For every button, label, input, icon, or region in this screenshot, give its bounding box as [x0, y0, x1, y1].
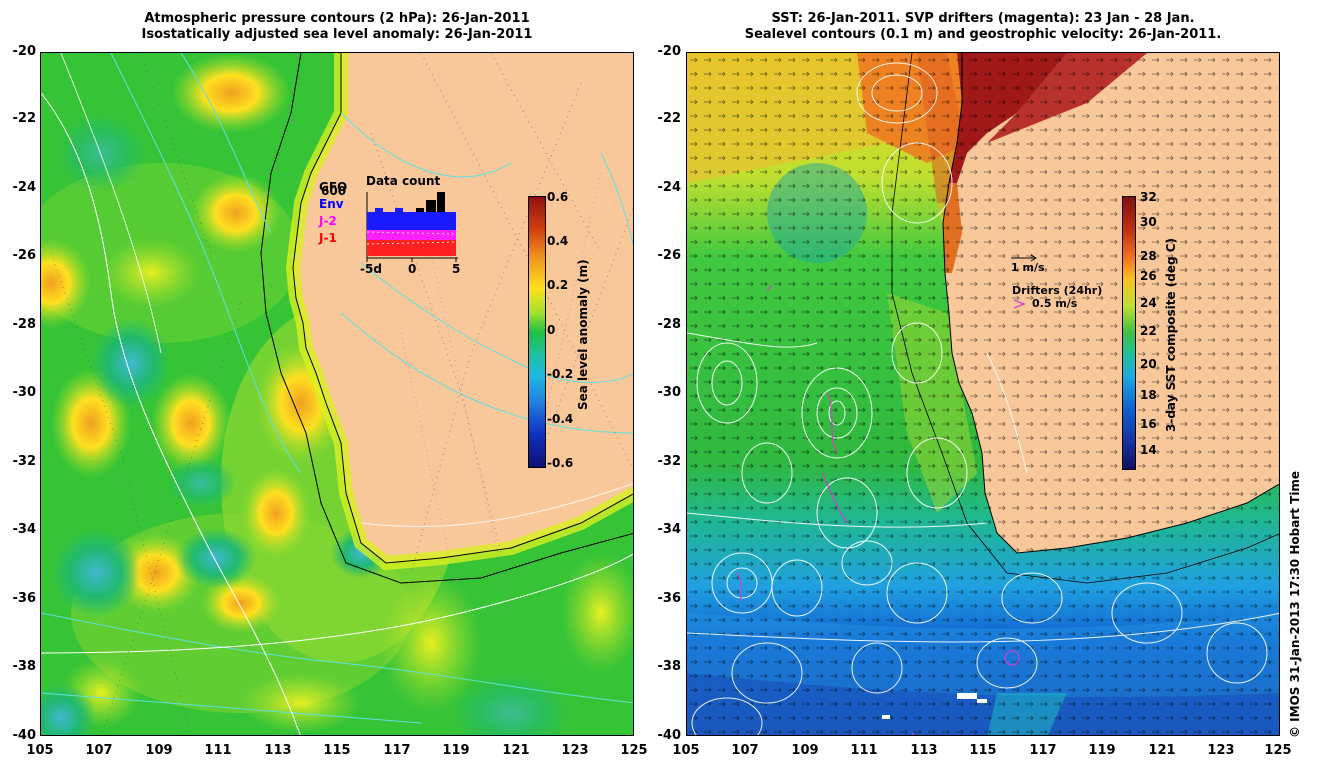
left-cb-tick-5: -0.4 — [547, 412, 574, 426]
right-xtick-3: 111 — [850, 743, 878, 758]
right-ytick-7: -34 — [657, 522, 682, 537]
sea-level-colorbar — [528, 196, 546, 468]
left-ytick-0: -20 — [12, 44, 37, 59]
right-xtick-0: 105 — [672, 743, 700, 758]
right-cb-tick-3: 26 — [1140, 269, 1157, 283]
left-xtick-0: 105 — [26, 743, 54, 758]
drifter-legend: Drifters (24hr) 0.5 m/s — [1010, 284, 1130, 318]
left-cb-tick-3: 0 — [547, 323, 556, 337]
left-ytick-9: -38 — [12, 659, 37, 674]
left-title: Atmospheric pressure contours (2 hPa): 2… — [40, 11, 634, 43]
left-ytick-8: -36 — [12, 591, 37, 606]
drifter-legend-value: 0.5 m/s — [1032, 297, 1078, 310]
sst-map[interactable] — [686, 52, 1280, 736]
right-ytick-4: -28 — [657, 317, 682, 332]
left-cb-tick-2: 0.2 — [547, 278, 569, 292]
drifter-legend-arrow-icon — [1013, 299, 1026, 309]
right-ytick-6: -32 — [657, 454, 682, 469]
sst-colorbar — [1122, 196, 1136, 470]
left-ytick-6: -32 — [12, 454, 37, 469]
left-cb-tick-0: 0.6 — [547, 190, 569, 204]
velocity-scale-arrow-icon — [1011, 254, 1037, 262]
left-xtick-5: 115 — [323, 743, 351, 758]
left-xtick-4: 113 — [264, 743, 292, 758]
right-xtick-2: 109 — [791, 743, 819, 758]
legend-j2: J-2 — [319, 214, 337, 228]
right-ytick-9: -38 — [657, 659, 682, 674]
right-xtick-1: 107 — [731, 743, 759, 758]
left-xtick-2: 109 — [145, 743, 173, 758]
right-xtick-7: 119 — [1088, 743, 1116, 758]
left-xtick-9: 123 — [561, 743, 589, 758]
left-ytick-4: -28 — [12, 317, 37, 332]
right-cb-tick-8: 16 — [1140, 417, 1157, 431]
left-cb-tick-6: -0.6 — [547, 456, 574, 470]
left-cb-tick-4: -0.2 — [547, 367, 574, 381]
velocity-scale: 1 m/s — [1010, 248, 1045, 274]
right-xtick-6: 117 — [1029, 743, 1057, 758]
inset-xtick-neg5: -5d — [360, 262, 382, 276]
inset-title: Data count — [366, 174, 441, 188]
right-xtick-10: 125 — [1264, 743, 1292, 758]
left-xtick-6: 117 — [383, 743, 411, 758]
inset-xtick-5: 5 — [452, 262, 461, 276]
right-xtick-8: 121 — [1148, 743, 1176, 758]
left-ytick-3: -26 — [12, 248, 37, 263]
left-cb-tick-1: 0.4 — [547, 234, 569, 248]
inset-xtick-0: 0 — [408, 262, 417, 276]
right-xtick-5: 115 — [969, 743, 997, 758]
legend-gfo: GFO — [319, 180, 348, 194]
right-cb-tick-4: 24 — [1140, 296, 1157, 310]
credit-text: © IMOS 31-Jan-2013 17:30 Hobart Time — [1288, 470, 1302, 738]
left-xtick-1: 107 — [85, 743, 113, 758]
legend-env: Env — [319, 197, 344, 211]
drifter-legend-title: Drifters (24hr) — [1012, 284, 1103, 297]
right-colorbar-label: 3-day SST composite (deg C) — [1164, 237, 1178, 432]
right-ytick-10: -40 — [657, 728, 682, 743]
left-ytick-2: -24 — [12, 180, 37, 195]
left-xtick-7: 119 — [442, 743, 470, 758]
left-xtick-3: 111 — [204, 743, 232, 758]
right-ytick-2: -24 — [657, 180, 682, 195]
right-cb-tick-7: 18 — [1140, 388, 1157, 402]
right-ytick-1: -22 — [657, 111, 682, 126]
left-title-line1: Atmospheric pressure contours (2 hPa): 2… — [144, 11, 530, 26]
sst-svg — [687, 53, 1279, 735]
left-ytick-5: -30 — [12, 385, 37, 400]
right-xtick-9: 123 — [1207, 743, 1235, 758]
right-title: SST: 26-Jan-2011. SVP drifters (magenta)… — [686, 11, 1280, 43]
right-cb-tick-6: 20 — [1140, 357, 1157, 371]
right-ytick-3: -26 — [657, 248, 682, 263]
right-title-line2: Sealevel contours (0.1 m) and geostrophi… — [744, 27, 1222, 42]
right-cb-tick-2: 28 — [1140, 249, 1157, 263]
right-ytick-5: -30 — [657, 385, 682, 400]
left-ytick-1: -22 — [12, 111, 37, 126]
data-count-inset: Data count 600 GFO Env J-2 J-1 -5d 0 5 — [300, 172, 470, 282]
left-xtick-10: 125 — [620, 743, 648, 758]
sea-level-anomaly-map[interactable] — [40, 52, 634, 736]
sea-level-anomaly-svg — [41, 53, 633, 735]
right-cb-tick-0: 32 — [1140, 190, 1157, 204]
left-ytick-7: -34 — [12, 522, 37, 537]
right-cb-tick-5: 22 — [1140, 324, 1157, 338]
left-ytick-10: -40 — [12, 728, 37, 743]
left-colorbar-label: Sea level anomaly (m) — [576, 259, 590, 410]
velocity-scale-label: 1 m/s — [1011, 261, 1045, 274]
right-cb-tick-9: 14 — [1140, 443, 1157, 457]
left-xtick-8: 121 — [502, 743, 530, 758]
inset-count-label: 600 — [321, 184, 347, 198]
right-title-line1: SST: 26-Jan-2011. SVP drifters (magenta)… — [771, 11, 1195, 26]
right-xtick-4: 113 — [910, 743, 938, 758]
inset-bars — [366, 192, 458, 262]
right-ytick-8: -36 — [657, 591, 682, 606]
right-cb-tick-1: 30 — [1140, 215, 1157, 229]
left-title-line2: Isostatically adjusted sea level anomaly… — [141, 27, 533, 42]
right-ytick-0: -20 — [657, 44, 682, 59]
legend-j1: J-1 — [319, 231, 337, 245]
